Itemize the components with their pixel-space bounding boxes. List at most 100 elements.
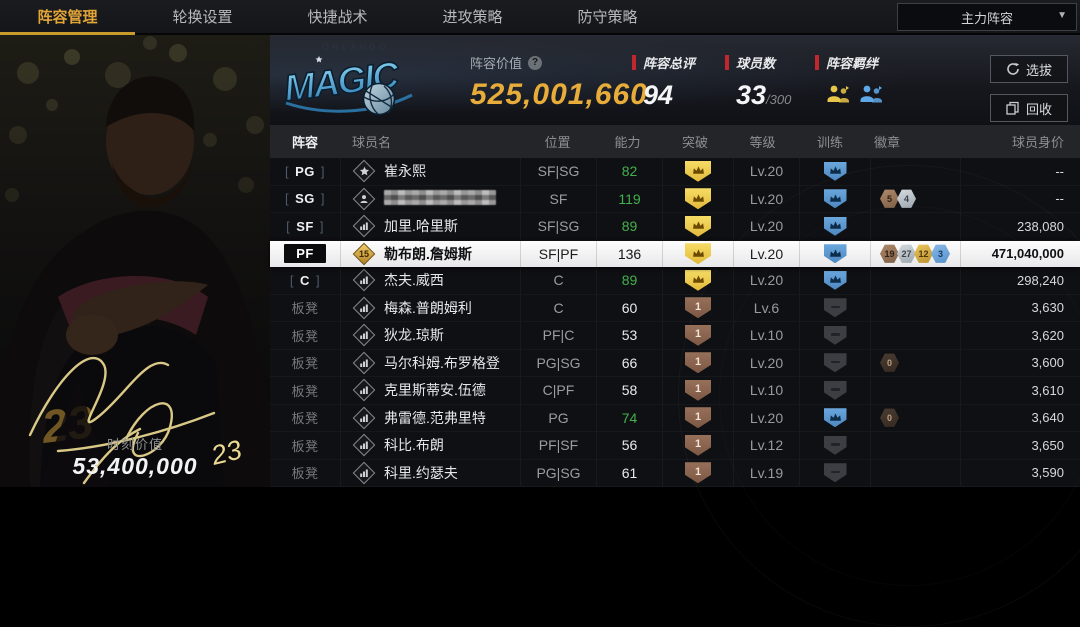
moment-value: 53,400,000 [72, 453, 198, 479]
card-type-icon [352, 296, 376, 320]
player-photo: 23 23 [0, 35, 270, 487]
tab-item[interactable]: 轮换设置 [172, 9, 233, 26]
card-type-icon [352, 159, 376, 183]
training-inactive-badge [823, 380, 847, 400]
card-type-icon [352, 268, 376, 292]
bond-team-icon[interactable] [826, 84, 851, 104]
level-value: Lv.10 [749, 327, 784, 344]
ability-value: 58 [621, 382, 638, 399]
overall-label: 阵容总评 [632, 53, 695, 72]
player-name: 狄龙.琼斯 [384, 327, 444, 344]
breakthrough-cell: 1 [662, 459, 733, 486]
skill-badge-hex: 3 [931, 244, 950, 263]
bond-team-icon[interactable] [859, 84, 884, 104]
position-value: SF|PF [538, 245, 579, 262]
stats-bars-icon [360, 304, 368, 312]
player-table-row[interactable]: 板凳 科比.布朗 PF|SF 56 1 Lv.12 3,650 [270, 432, 1080, 460]
lineup-selector-dropdown[interactable]: 主力阵容 ▼ [897, 3, 1077, 31]
player-table-row[interactable]: 板凳 克里斯蒂安.伍德 C|PF 58 1 Lv.10 3,610 [270, 377, 1080, 405]
signature-number: 23 [207, 434, 244, 471]
card-type-icon [352, 187, 376, 211]
ability-value: 74 [621, 409, 638, 426]
column-header: 等级 [749, 135, 776, 150]
bonds-stat: 阵容羁绊 [815, 53, 884, 104]
player-count-label: 球员数 [725, 53, 791, 72]
skill-badge-hex: 4 [897, 189, 916, 208]
training-inactive-badge [823, 325, 847, 345]
player-table-header: 阵容 球员名 位置 能力 突破 等级 训练 徽章 球员身价 [270, 125, 1080, 158]
tab-item[interactable]: 进攻策略 [442, 9, 503, 26]
bond-icons [815, 84, 884, 104]
stats-bars-icon [360, 469, 368, 477]
skill-badge-hex: 19 [880, 244, 899, 263]
stats-bars-icon [360, 359, 368, 367]
slot-badge: 板凳 [291, 411, 319, 427]
badges-cell [870, 267, 960, 294]
player-name: 科比.布朗 [384, 437, 444, 454]
breakthrough-bronze-badge: 1 [685, 434, 711, 456]
player-count-stat: 球员数 33/300 [725, 53, 791, 111]
player-table-row[interactable]: PG 崔永熙 SF|SG 82 Lv.20 -- [270, 158, 1080, 186]
training-cell [799, 432, 870, 459]
badges-cell [870, 432, 960, 459]
badges-cell [870, 459, 960, 486]
position-value: PG [548, 409, 569, 426]
player-table-row[interactable]: SF 加里.哈里斯 SF|SG 89 Lv.20 238,080 [270, 213, 1080, 241]
column-header: 突破 [681, 135, 708, 150]
breakthrough-cell [662, 240, 733, 267]
training-active-badge [823, 408, 847, 428]
top-tab-bar: 阵容管理 轮换设置 快捷战术 进攻策略 防守策略 主力阵容 ▼ [0, 0, 1080, 35]
tab-item[interactable]: 防守策略 [577, 9, 638, 26]
level-value: Lv.20 [749, 409, 784, 426]
badges-cell: 0 [870, 404, 960, 431]
level-value: Lv.10 [749, 382, 784, 399]
breakthrough-cell [662, 213, 733, 240]
training-active-badge [823, 270, 847, 290]
position-value: PG|SG [536, 464, 581, 481]
card-type-icon [352, 461, 376, 485]
slot-badge: SG [285, 191, 325, 206]
player-name: 科里.约瑟夫 [384, 464, 458, 481]
training-cell [799, 349, 870, 376]
breakthrough-gold-badge [685, 215, 711, 237]
player-name: 克里斯蒂安.伍德 [384, 382, 486, 399]
player-table-row[interactable]: PF 15 勒布朗.詹姆斯 SF|PF 136 Lv.20 19 27 12 3 47… [270, 240, 1080, 267]
player-table-row[interactable]: 板凳 弗雷德.范弗里特 PG 74 1 Lv.20 0 3,640 [270, 404, 1080, 433]
slot-badge: C [290, 273, 320, 288]
training-active-badge [823, 216, 847, 236]
badges-cell [870, 294, 960, 321]
player-table-row[interactable]: SG SF 119 Lv.20 54 -- [270, 185, 1080, 214]
player-value: -- [1055, 163, 1064, 179]
lineup-management-screen: 阵容管理 轮换设置 快捷战术 进攻策略 防守策略 主力阵容 ▼ [0, 0, 1080, 487]
training-inactive-badge [823, 435, 847, 455]
breakthrough-bronze-badge: 1 [685, 352, 711, 374]
player-name: 加里.哈里斯 [384, 218, 458, 235]
player-table-row[interactable]: C 杰夫.威西 C 89 Lv.20 298,240 [270, 267, 1080, 295]
slot-badge: 板凳 [291, 466, 319, 482]
player-table-row[interactable]: 板凳 狄龙.琼斯 PF|C 53 1 Lv.10 3,620 [270, 322, 1080, 350]
player-table-row[interactable]: 板凳 马尔科姆.布罗格登 PG|SG 66 1 Lv.20 0 3,600 [270, 349, 1080, 378]
tab-item[interactable]: 快捷战术 [307, 9, 368, 26]
card-type-icon [352, 378, 376, 402]
player-value: 3,630 [1031, 300, 1064, 316]
player-table-row[interactable]: 板凳 科里.约瑟夫 PG|SG 61 1 Lv.19 3,590 [270, 459, 1080, 488]
breakthrough-bronze-badge: 1 [685, 407, 711, 429]
overall-stat: 阵容总评 94 [632, 53, 695, 111]
ability-value: 136 [617, 245, 642, 262]
ability-value: 60 [621, 299, 638, 316]
player-name: 梅森.普朗姆利 [384, 299, 472, 316]
card-type-icon [352, 433, 376, 457]
masked-name [384, 189, 496, 205]
tab-active[interactable]: 阵容管理 [0, 0, 135, 35]
player-name: 崔永熙 [384, 163, 426, 180]
select-button[interactable]: 选拔 [990, 55, 1068, 83]
player-table-row[interactable]: 板凳 梅森.普朗姆利 C 60 1 Lv.6 3,630 [270, 294, 1080, 323]
recycle-button[interactable]: 回收 [990, 94, 1068, 122]
help-icon[interactable]: ? [528, 55, 543, 70]
breakthrough-gold-badge [685, 269, 711, 291]
badges-cell [870, 322, 960, 349]
breakthrough-gold-badge [685, 188, 711, 210]
breakthrough-cell: 1 [662, 294, 733, 321]
training-cell [799, 185, 870, 212]
lineup-value: 525,001,660 [470, 78, 648, 111]
